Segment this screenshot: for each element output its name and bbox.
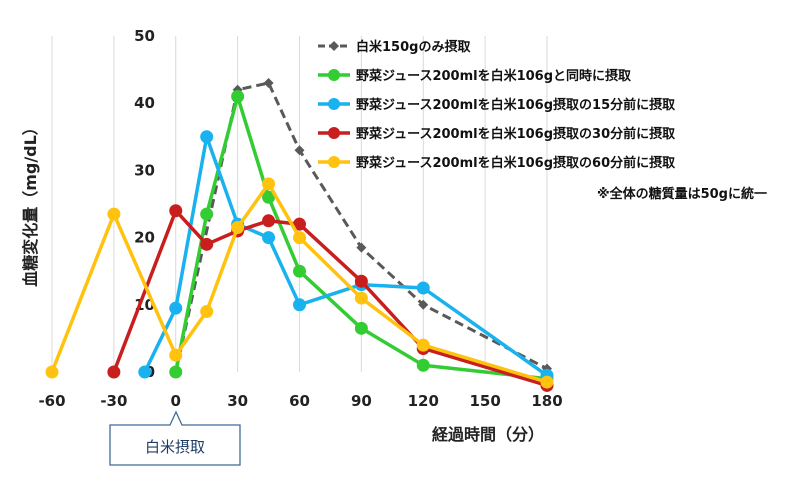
data-point [262,231,276,245]
data-point [540,375,554,389]
data-point [45,365,59,379]
data-point [262,190,276,204]
x-tick-label: 0 [171,392,181,410]
data-point [138,365,152,379]
series-line [50,182,548,384]
data-point [200,237,214,251]
data-point [262,177,276,191]
data-point [356,242,367,253]
legend-item-5: 野菜ジュース200mlを白米106g摂取の60分前に摂取 [318,155,676,171]
rice-intake-label: 白米摂取 [145,438,205,456]
legend-swatch-marker [328,98,340,110]
data-point [263,78,274,89]
series-line [143,135,549,377]
series-5 [45,177,554,389]
legend-swatch-marker [328,69,340,81]
legend-swatch-marker [328,127,340,139]
series-line [174,94,548,381]
data-point [169,204,183,218]
series-lines [45,78,554,392]
legend-item-1: 白米150gのみ摂取 [318,39,471,55]
legend-label: 白米150gのみ摂取 [356,39,471,55]
legend-item-3: 野菜ジュース200mlを白米106g摂取の15分前に摂取 [318,97,676,113]
x-axis-tick-labels: -60 -30 0 30 60 90 120 150 180 [38,392,562,410]
rice-intake-annotation: 白米摂取 [109,410,241,466]
data-point [293,217,306,231]
data-point [262,214,276,228]
data-point [169,301,183,315]
legend-label: 野菜ジュース200mlを白米106g摂取の60分前に摂取 [356,155,676,171]
x-axis-title: 経過時間（分） [432,425,544,444]
y-tick-label: 30 [134,161,155,179]
data-point [169,365,183,379]
legend-swatch-marker [328,156,340,168]
legend-label: 野菜ジュース200mlを白米106g摂取の15分前に摂取 [356,97,676,113]
y-tick-label: 20 [134,229,155,247]
legend: 白米150gのみ摂取野菜ジュース200mlを白米106gと同時に摂取野菜ジュース… [318,39,676,171]
rice-intake-callout-box [109,410,241,466]
data-point [354,321,368,335]
legend-item-4: 野菜ジュース200mlを白米106g摂取の30分前に摂取 [318,126,676,142]
y-tick-label: 40 [134,94,155,112]
data-point [416,358,430,372]
data-point [293,231,306,245]
data-point [200,207,214,221]
data-point [107,365,121,379]
data-point [231,221,245,235]
x-tick-label: 90 [351,392,372,410]
x-tick-label: 30 [227,392,248,410]
data-point [293,264,306,278]
data-point [200,130,214,144]
x-tick-label: 60 [289,392,310,410]
y-tick-label: 50 [134,27,155,45]
data-point [416,281,430,295]
data-point [418,299,429,310]
carbohydrate-note: ※全体の糖質量は50gに統一 [597,186,767,202]
data-point [200,305,214,319]
x-tick-label: 120 [408,392,439,410]
data-point [354,291,368,305]
legend-label: 野菜ジュース200mlを白米106gと同時に摂取 [356,68,632,84]
data-point [416,338,430,352]
legend-label: 野菜ジュース200mlを白米106g摂取の30分前に摂取 [356,126,676,142]
data-point [107,207,121,221]
legend-item-2: 野菜ジュース200mlを白米106gと同時に摂取 [318,68,632,84]
data-point [354,274,368,288]
x-tick-label: 180 [531,392,562,410]
data-point [231,89,245,103]
data-point [293,298,306,312]
y-axis-title: 血糖変化量（mg/dL） [21,119,40,287]
x-tick-label: 150 [469,392,500,410]
data-point [169,348,183,362]
data-point [294,145,305,156]
x-tick-label: -60 [38,392,65,410]
legend-swatch-marker [329,41,339,51]
x-tick-label: -30 [100,392,127,410]
